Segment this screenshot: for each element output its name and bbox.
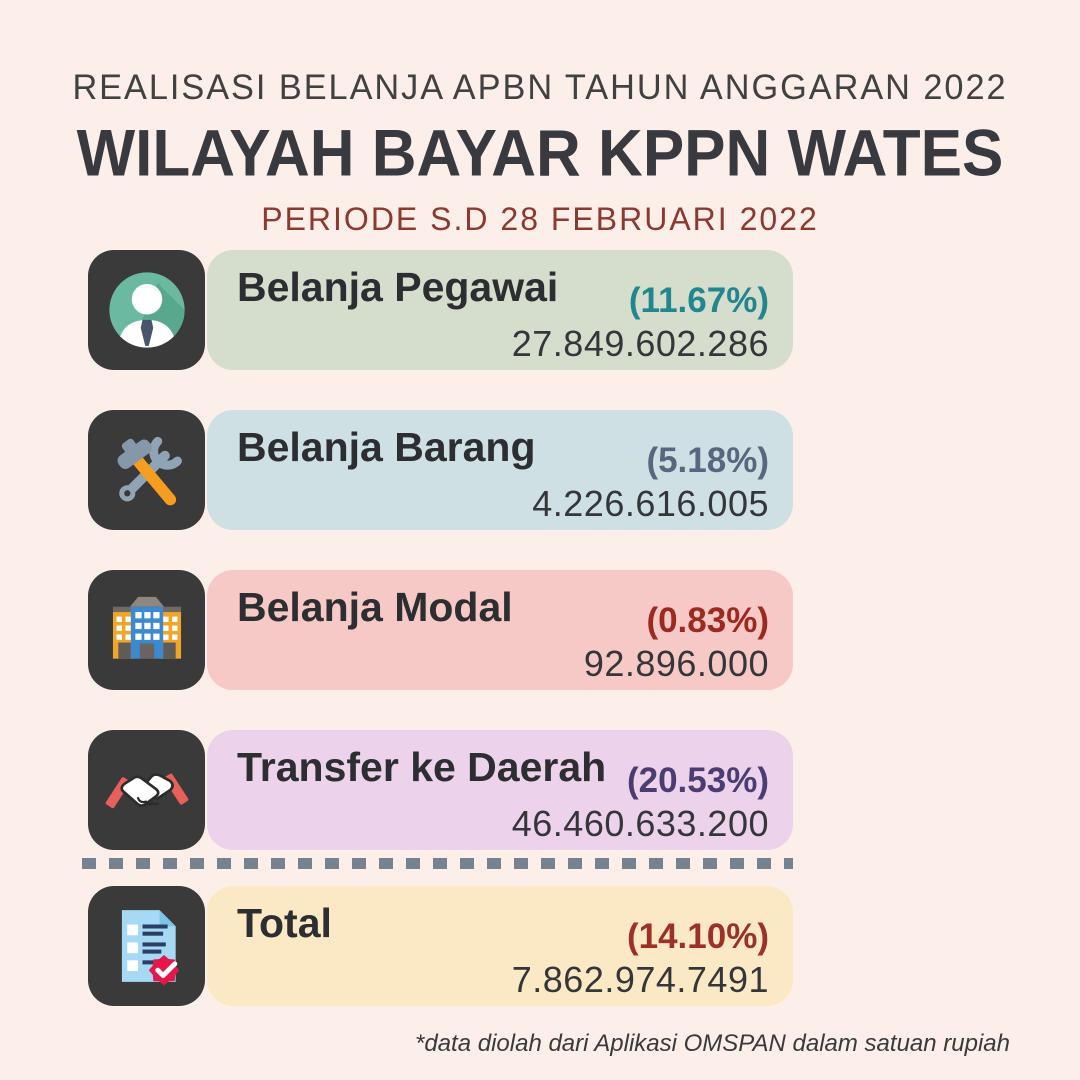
tools-icon: [104, 427, 190, 513]
total-value: 7.862.974.7491: [511, 959, 769, 1000]
person-icon: [104, 267, 190, 353]
expense-pill: Belanja Pegawai (11.67%) 27.849.602.286: [207, 250, 793, 370]
row-belanja-pegawai: Belanja Pegawai (11.67%) 27.849.602.286: [88, 250, 793, 370]
expense-label: Belanja Pegawai: [237, 264, 559, 310]
expense-label: Belanja Barang: [237, 424, 536, 470]
row-total: Total (14.10%) 7.862.974.7491: [88, 886, 793, 1006]
expense-pill: Belanja Barang (5.18%) 4.226.616.005: [207, 410, 793, 530]
icon-tile: [88, 886, 205, 1006]
row-transfer-ke-daerah: Transfer ke Daerah (20.53%) 46.460.633.2…: [88, 730, 793, 850]
expense-value: 92.896.000: [583, 643, 769, 684]
expense-figures: (5.18%) 4.226.616.005: [532, 440, 769, 526]
header-period: PERIODE S.D 28 FEBRUARI 2022: [261, 201, 819, 237]
icon-tile: [88, 250, 205, 370]
icon-tile: [88, 570, 205, 690]
expense-percent: (20.53%): [626, 761, 769, 800]
expense-percent: (5.18%): [646, 441, 769, 480]
footer-note: *data diolah dari Aplikasi OMSPAN dalam …: [415, 1030, 1010, 1057]
expense-figures: (0.83%) 92.896.000: [584, 600, 769, 686]
header-subtitle: REALISASI BELANJA APBN TAHUN ANGGARAN 20…: [72, 68, 1008, 107]
expense-label: Transfer ke Daerah: [237, 744, 607, 790]
dashed-divider: [82, 858, 793, 869]
expense-value: 46.460.633.200: [511, 803, 769, 844]
expense-pill: Transfer ke Daerah (20.53%) 46.460.633.2…: [207, 730, 793, 850]
header: REALISASI BELANJA APBN TAHUN ANGGARAN 20…: [0, 68, 1080, 238]
handshake-icon: [104, 747, 190, 833]
total-percent: (14.10%): [626, 917, 769, 956]
total-pill: Total (14.10%) 7.862.974.7491: [207, 886, 793, 1006]
expense-label: Belanja Modal: [237, 584, 513, 630]
expense-value: 27.849.602.286: [511, 323, 769, 364]
total-figures: (14.10%) 7.862.974.7491: [512, 916, 769, 1002]
row-belanja-modal: Belanja Modal (0.83%) 92.896.000: [88, 570, 793, 690]
icon-tile: [88, 730, 205, 850]
row-belanja-barang: Belanja Barang (5.18%) 4.226.616.005: [88, 410, 793, 530]
page-title: WILAYAH BAYAR KPPN WATES: [76, 117, 1004, 191]
expense-value: 4.226.616.005: [532, 483, 769, 524]
building-icon: [104, 587, 190, 673]
document-check-icon: [104, 903, 190, 989]
icon-tile: [88, 410, 205, 530]
expense-figures: (20.53%) 46.460.633.200: [512, 760, 769, 846]
expense-rows: Belanja Pegawai (11.67%) 27.849.602.286: [82, 250, 793, 1046]
total-label: Total: [237, 900, 332, 946]
expense-percent: (11.67%): [628, 281, 769, 320]
expense-percent: (0.83%): [646, 601, 769, 640]
expense-figures: (11.67%) 27.849.602.286: [512, 280, 769, 366]
expense-pill: Belanja Modal (0.83%) 92.896.000: [207, 570, 793, 690]
